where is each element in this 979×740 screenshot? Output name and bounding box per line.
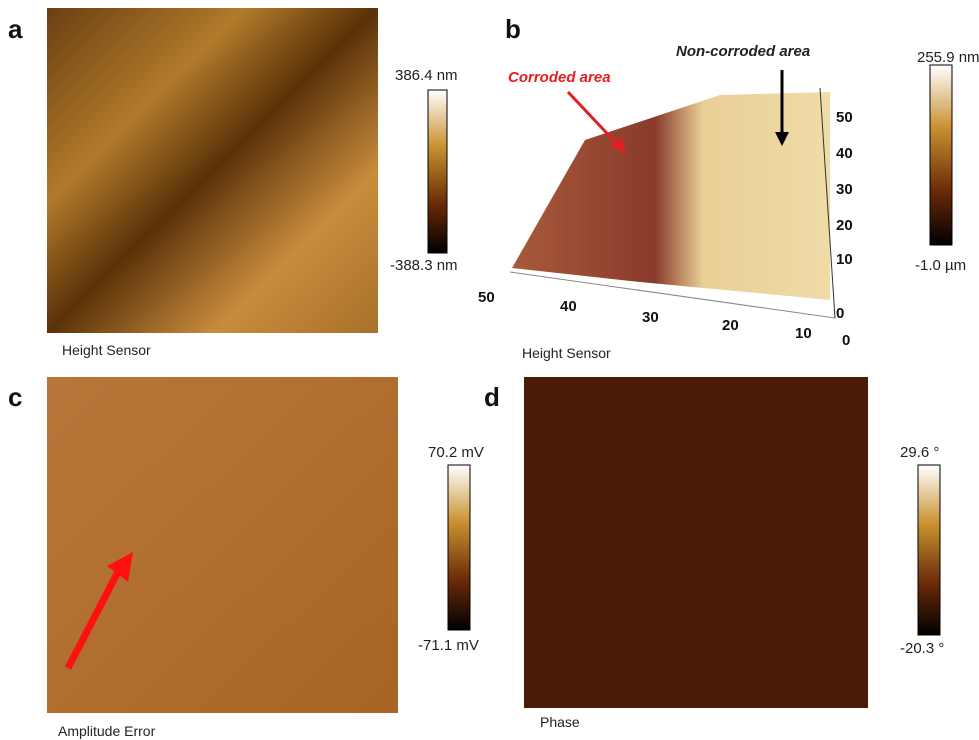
panel-letter: c: [8, 382, 22, 412]
afm-image: [47, 8, 378, 333]
color-bar: [428, 90, 447, 253]
axis-tick-label: 50: [478, 289, 495, 306]
scale-min: -1.0 µm: [915, 257, 966, 274]
scale-min: -71.1 mV: [418, 637, 479, 654]
axis-tick-label: 20: [722, 317, 739, 334]
panel-letter: d: [484, 382, 500, 412]
axis-tick-label: 40: [560, 298, 577, 315]
scale-max: 29.6 °: [900, 444, 939, 461]
axis-tick-label: 30: [836, 181, 853, 198]
arrow: [568, 92, 618, 145]
color-bar: [930, 65, 952, 245]
axis-tick-label: 50: [836, 109, 853, 126]
scale-min: -20.3 °: [900, 640, 944, 657]
scale-min: -388.3 nm: [390, 257, 458, 274]
axis-tick-label: 20: [836, 217, 853, 234]
annotation: Corroded area: [508, 69, 611, 86]
axis-tick-label: 40: [836, 145, 853, 162]
axis-tick-label: 0: [842, 332, 850, 349]
scale-max: 386.4 nm: [395, 67, 458, 84]
axis-tick-label: 30: [642, 309, 659, 326]
caption: Height Sensor: [62, 342, 151, 358]
color-bar: [448, 465, 470, 630]
annotation: Non-corroded area: [676, 43, 810, 60]
caption: Amplitude Error: [58, 723, 156, 739]
caption: Phase: [540, 714, 580, 730]
scale-max: 70.2 mV: [428, 444, 484, 461]
figure: a Height Sensor 386.4 nm -388.3 nm b Non…: [0, 0, 979, 740]
panel-letter: b: [505, 14, 521, 44]
scale-max: 255.9 nm: [917, 49, 979, 66]
axis-tick-label: 10: [836, 251, 853, 268]
panel-letter: a: [8, 14, 23, 44]
axis-tick-label: 10: [795, 325, 812, 342]
afm-image: [47, 377, 398, 713]
color-bar: [918, 465, 940, 635]
axis-tick-label: 0: [836, 305, 844, 322]
afm-image: [524, 377, 868, 708]
caption: Height Sensor: [522, 345, 611, 361]
